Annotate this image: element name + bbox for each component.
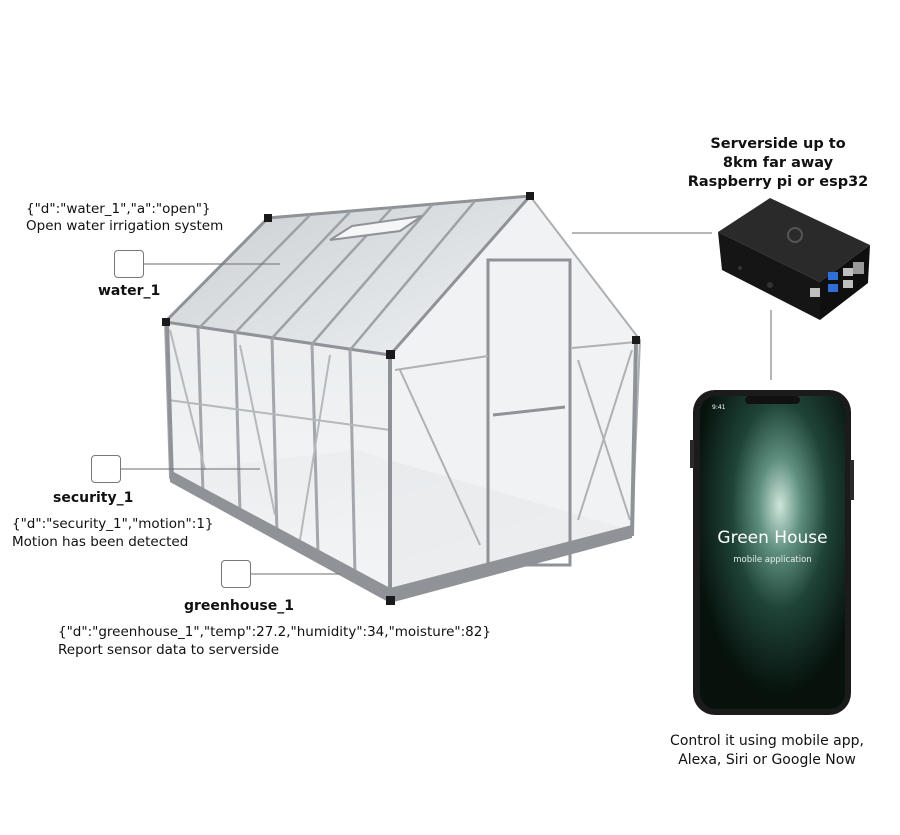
water-json: {"d":"water_1","a":"open"} — [26, 201, 211, 217]
security-node-box[interactable] — [91, 455, 121, 483]
usb-port-blue-1 — [828, 272, 838, 280]
raspberry-logo-icon — [787, 227, 803, 243]
usb-port-1 — [843, 268, 853, 276]
phone-app-title-wrap: Green House — [700, 528, 845, 548]
phone-status-time: 9:41 — [712, 404, 726, 411]
usb-port-2 — [843, 280, 853, 288]
server-caption-line1: Serverside up to — [710, 136, 846, 152]
greenhouse-label: greenhouse_1 — [184, 598, 295, 614]
security-description: Motion has been detected — [12, 534, 189, 550]
server-caption: Serverside up to 8km far away Raspberry … — [668, 135, 888, 192]
greenhouse-json: {"d":"greenhouse_1","temp":27.2,"humidit… — [58, 624, 491, 640]
server-caption-line2: 8km far away — [722, 155, 834, 171]
server-caption-line3: Raspberry pi or esp32 — [687, 174, 869, 190]
phone-app-subtitle-wrap: mobile application — [700, 555, 845, 565]
water-label: water_1 — [98, 283, 161, 299]
usb-port-blue-2 — [828, 284, 838, 292]
water-description: Open water irrigation system — [26, 218, 224, 234]
roof-vent — [329, 215, 423, 241]
control-caption: Control it using mobile app, Alexa, Siri… — [652, 732, 882, 770]
security-json: {"d":"security_1","motion":1} — [12, 516, 214, 532]
greenhouse-node-box[interactable] — [221, 560, 251, 588]
greenhouse-description: Report sensor data to serverside — [58, 642, 280, 658]
phone-app-title: Green House — [717, 528, 828, 548]
phone-screen — [700, 396, 845, 709]
control-caption-line1: Control it using mobile app, — [670, 733, 864, 749]
water-node-box[interactable] — [114, 250, 144, 278]
ethernet-port — [853, 262, 864, 274]
security-label: security_1 — [53, 490, 134, 506]
control-caption-line2: Alexa, Siri or Google Now — [678, 752, 856, 768]
phone-app-subtitle: mobile application — [733, 555, 812, 565]
